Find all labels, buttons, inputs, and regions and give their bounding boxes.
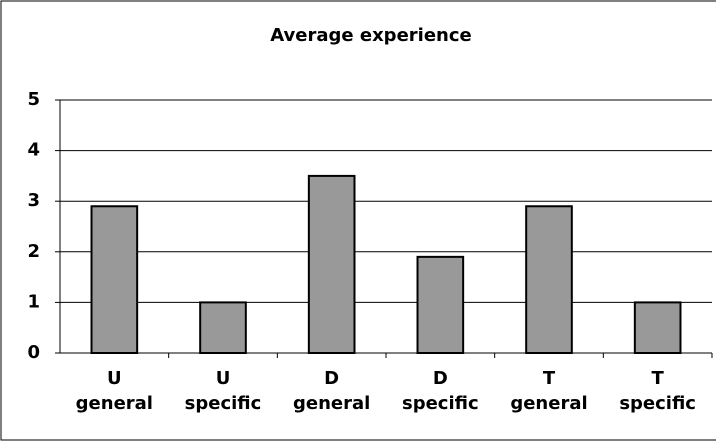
x-tick-label: D specific bbox=[401, 368, 479, 414]
x-tick-label: T specific bbox=[619, 368, 696, 414]
bar bbox=[633, 301, 682, 354]
y-tick-label: 5 bbox=[27, 89, 40, 110]
chart-title: Average experience bbox=[270, 25, 471, 46]
y-tick-label: 4 bbox=[27, 140, 40, 161]
bar bbox=[525, 205, 573, 354]
y-tick-label: 2 bbox=[27, 241, 40, 262]
x-tick-label: D general bbox=[293, 368, 371, 414]
bar bbox=[307, 174, 356, 354]
x-tick-label: T general bbox=[510, 368, 588, 414]
x-tick-label: U specific bbox=[184, 368, 262, 414]
bar bbox=[199, 301, 247, 354]
bar bbox=[90, 205, 139, 354]
y-tick-label: 1 bbox=[27, 291, 40, 312]
bar bbox=[416, 255, 465, 354]
y-tick-label: 3 bbox=[27, 190, 40, 211]
y-tick-label: 0 bbox=[27, 342, 40, 363]
x-tick-label: U general bbox=[75, 368, 153, 414]
